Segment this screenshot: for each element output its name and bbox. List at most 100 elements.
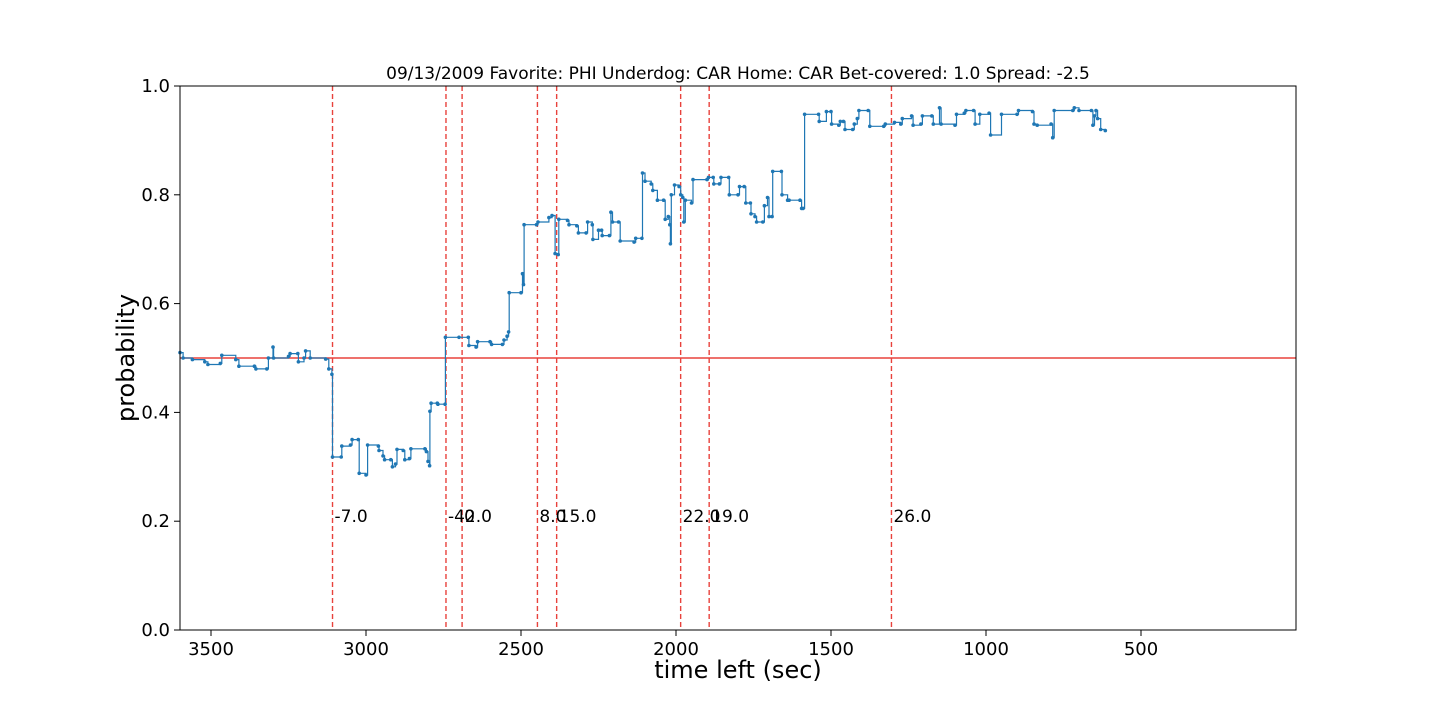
data-point: [271, 345, 275, 349]
data-point: [1035, 123, 1039, 127]
data-point: [522, 222, 526, 227]
data-point: [682, 220, 686, 224]
data-point: [727, 193, 732, 197]
data-point: [661, 198, 666, 202]
data-point: [427, 463, 432, 468]
data-point: [1032, 122, 1036, 126]
data-point: [953, 123, 957, 127]
data-point: [271, 356, 276, 360]
data-point: [330, 372, 334, 377]
data-point: [749, 212, 753, 216]
data-point: [488, 339, 492, 344]
data-point: [220, 353, 224, 358]
data-point: [668, 242, 673, 246]
data-point: [964, 108, 968, 113]
data-point: [841, 119, 846, 124]
data-point: [1092, 114, 1097, 118]
y-tick-label: 0.8: [141, 185, 170, 206]
chart-title: 09/13/2009 Favorite: PHI Underdog: CAR H…: [386, 64, 1090, 84]
data-point: [987, 111, 991, 115]
data-point: [1091, 123, 1095, 127]
data-point: [1071, 108, 1075, 113]
data-point: [424, 449, 429, 454]
data-point: [802, 112, 807, 117]
data-point: [506, 330, 511, 334]
data-point: [340, 444, 344, 448]
data-point: [1049, 122, 1053, 126]
data-point: [423, 447, 427, 451]
data-point: [576, 231, 581, 235]
data-point: [521, 282, 526, 287]
data-point: [717, 182, 722, 186]
data-point: [937, 106, 942, 110]
data-point: [712, 182, 716, 186]
event-annotation: 8.0: [539, 507, 566, 527]
x-tick-label: 2000: [653, 639, 699, 660]
data-point: [466, 335, 471, 340]
data-point: [381, 454, 385, 458]
data-point: [443, 335, 448, 340]
data-point: [683, 198, 688, 202]
y-tick-label: 0.2: [141, 511, 170, 532]
data-point: [837, 123, 841, 127]
data-point: [557, 217, 561, 222]
data-point: [252, 364, 257, 369]
data-point: [999, 112, 1004, 117]
data-point: [348, 443, 353, 447]
data-point: [407, 456, 412, 461]
data-point: [356, 437, 361, 442]
data-point: [181, 356, 185, 360]
data-point: [218, 361, 223, 366]
data-point: [663, 217, 667, 222]
data-point: [302, 356, 306, 360]
data-point: [1030, 109, 1035, 114]
data-point: [590, 222, 595, 227]
data-point: [1016, 108, 1021, 113]
y-tick-label: 0.4: [141, 402, 170, 423]
data-point: [443, 402, 447, 407]
data-point: [428, 409, 432, 414]
data-point: [1052, 108, 1056, 113]
data-point: [1095, 116, 1100, 121]
data-point: [599, 228, 604, 232]
data-point: [726, 175, 731, 180]
data-point: [505, 334, 509, 339]
data-point: [954, 112, 959, 117]
data-point: [265, 367, 269, 371]
data-point: [829, 109, 833, 114]
data-point: [677, 184, 681, 189]
data-point: [939, 122, 943, 126]
data-point: [857, 108, 861, 113]
data-point: [616, 220, 621, 224]
data-point: [780, 193, 784, 197]
data-point: [237, 364, 241, 369]
data-point: [711, 175, 715, 180]
y-ticks-layer: 0.0 0.2 0.4 0.6 0.8 1.0: [141, 76, 180, 641]
data-point: [519, 290, 523, 295]
x-axis-label: time left (sec): [654, 656, 822, 684]
data-point: [308, 356, 313, 360]
data-point: [403, 457, 407, 462]
plot-area-group: [178, 85, 1297, 631]
data-point: [286, 354, 291, 359]
data-point: [553, 251, 557, 256]
data-point: [401, 448, 406, 453]
y-tick-label: 0.0: [141, 620, 170, 641]
data-point: [596, 228, 601, 232]
data-point: [762, 203, 767, 208]
data-point: [737, 184, 742, 189]
data-point: [489, 342, 494, 347]
data-point: [971, 108, 976, 113]
data-point: [691, 177, 695, 182]
data-point: [655, 198, 660, 202]
data-point: [633, 236, 638, 241]
data-point: [748, 201, 753, 205]
x-tick-label: 2500: [498, 639, 544, 660]
data-point: [1050, 135, 1055, 140]
data-point: [689, 201, 694, 205]
data-point: [838, 119, 843, 124]
data-point: [843, 127, 847, 132]
data-point: [206, 362, 210, 367]
data-point: [330, 455, 335, 459]
data-point: [364, 473, 368, 477]
